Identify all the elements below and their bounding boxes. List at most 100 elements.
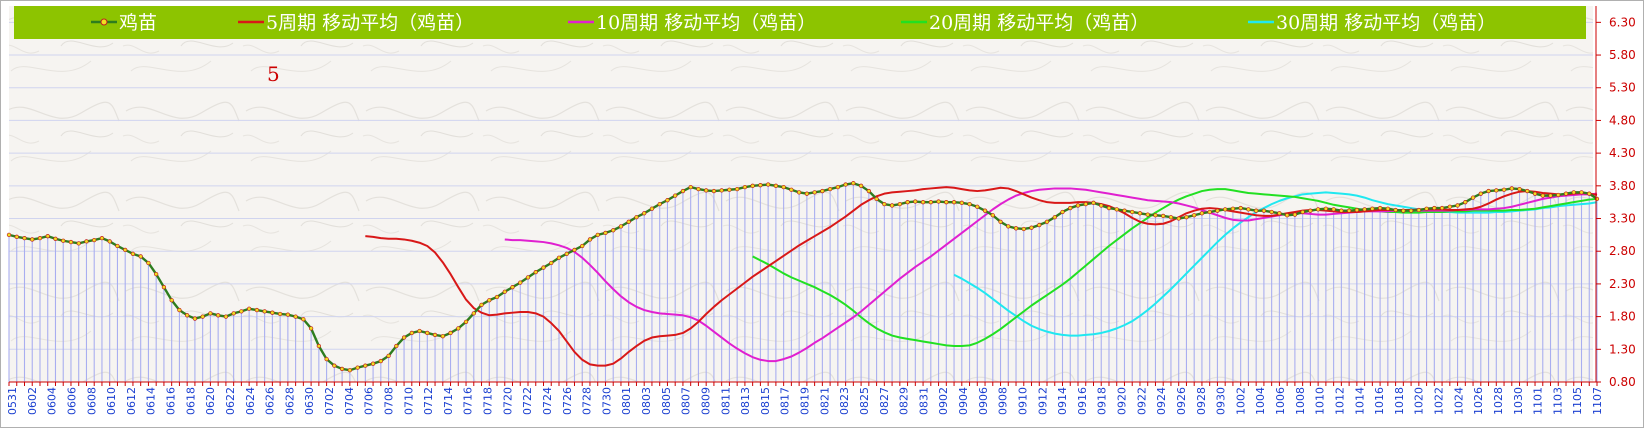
data-point <box>1540 193 1545 198</box>
data-point <box>223 314 229 319</box>
x-tick-label: 0928 <box>1195 387 1208 415</box>
data-point <box>673 193 678 198</box>
series-lines <box>6 181 1600 373</box>
data-point <box>843 182 848 187</box>
x-tick-label: 0914 <box>1056 387 1069 415</box>
data-point <box>1370 206 1375 211</box>
data-point <box>53 236 58 241</box>
x-tick-label: 0710 <box>402 387 415 415</box>
data-point <box>874 196 879 202</box>
data-point <box>889 203 895 208</box>
data-point <box>975 204 980 209</box>
data-point <box>1207 209 1212 215</box>
data-point <box>1277 211 1282 216</box>
x-tick-label: 0922 <box>1135 387 1148 415</box>
x-tick-label: 0805 <box>660 387 673 415</box>
data-point <box>1486 188 1491 194</box>
legend-marker <box>100 18 108 26</box>
data-point <box>603 230 608 236</box>
data-point <box>1037 222 1042 228</box>
data-point <box>1238 205 1243 211</box>
data-point <box>185 313 190 318</box>
data-point <box>1401 208 1406 213</box>
data-point <box>471 311 476 316</box>
x-tick-label: 0912 <box>1036 387 1049 415</box>
data-point <box>14 234 19 239</box>
data-point <box>316 343 322 349</box>
data-point <box>1114 207 1119 212</box>
data-point <box>1354 207 1360 213</box>
data-point <box>1223 207 1228 212</box>
data-point <box>61 238 66 243</box>
data-point <box>781 184 786 190</box>
plot-background <box>9 6 1593 382</box>
data-point <box>1006 224 1011 229</box>
data-point <box>169 298 174 303</box>
data-point <box>611 228 616 233</box>
data-point <box>642 211 647 216</box>
x-tick-label: 0708 <box>382 387 395 415</box>
y-tick-label: 3.80 <box>1609 179 1636 193</box>
data-point <box>425 330 430 336</box>
data-point <box>1230 206 1236 211</box>
data-point <box>270 310 275 315</box>
data-point <box>92 237 97 243</box>
legend-label: 20周期 移动平均（鸡苗） <box>929 12 1149 34</box>
data-point <box>920 200 926 205</box>
x-tick-label: 0930 <box>1215 387 1228 415</box>
data-point <box>30 237 35 242</box>
data-point <box>866 188 871 194</box>
x-tick-label: 0726 <box>561 387 574 415</box>
data-point <box>1137 211 1143 216</box>
data-point <box>1122 208 1127 213</box>
y-tick-label: 2.80 <box>1609 244 1636 258</box>
data-point <box>827 186 833 192</box>
data-point <box>1130 209 1135 215</box>
x-tick-label: 0616 <box>165 387 178 415</box>
data-point <box>1052 215 1057 220</box>
data-point <box>1463 200 1468 205</box>
x-tick-label: 0614 <box>145 387 158 415</box>
data-point <box>936 199 941 204</box>
data-point <box>22 235 27 241</box>
data-point <box>84 239 89 244</box>
data-point <box>285 312 291 317</box>
data-point <box>99 235 105 241</box>
data-point <box>1315 207 1321 212</box>
x-tick-label: 1101 <box>1532 387 1545 415</box>
data-point <box>76 241 81 246</box>
x-tick-label: 0722 <box>521 387 534 415</box>
y-tick-label: 5.30 <box>1609 81 1636 95</box>
data-point <box>216 313 221 318</box>
y-tick-label: 4.30 <box>1609 146 1636 160</box>
data-point <box>587 237 593 242</box>
data-point <box>1393 207 1398 213</box>
x-tick-label: 1008 <box>1294 387 1307 415</box>
data-point <box>1587 191 1592 196</box>
x-tick-label: 1018 <box>1393 387 1406 415</box>
data-point <box>161 285 167 290</box>
y-axis: 0.80 1.30 1.80 2.30 2.80 3.30 3.80 4.30 4.80 5.30… <box>1595 6 1636 389</box>
data-point <box>882 201 887 207</box>
x-tick-label: 0819 <box>799 387 812 415</box>
data-point <box>1292 212 1298 217</box>
data-point <box>1184 215 1189 220</box>
x-tick-label: 0906 <box>977 387 990 415</box>
x-tick-label: 1006 <box>1274 387 1287 415</box>
data-point <box>1432 205 1437 211</box>
legend-bar <box>14 6 1586 39</box>
y-tick-label: 3.30 <box>1609 212 1636 226</box>
x-tick-label: 1002 <box>1234 387 1247 415</box>
x-tick-label: 0831 <box>917 387 930 415</box>
x-tick-label: 0902 <box>937 387 950 415</box>
data-point <box>347 368 352 373</box>
data-point <box>1106 205 1112 211</box>
data-point <box>858 183 864 188</box>
data-point <box>1579 190 1584 195</box>
volume-bars <box>8 183 1598 382</box>
x-tick-label: 0827 <box>878 387 891 415</box>
x-tick-label: 0924 <box>1155 387 1168 415</box>
data-point <box>1261 208 1267 213</box>
data-point <box>339 366 345 372</box>
